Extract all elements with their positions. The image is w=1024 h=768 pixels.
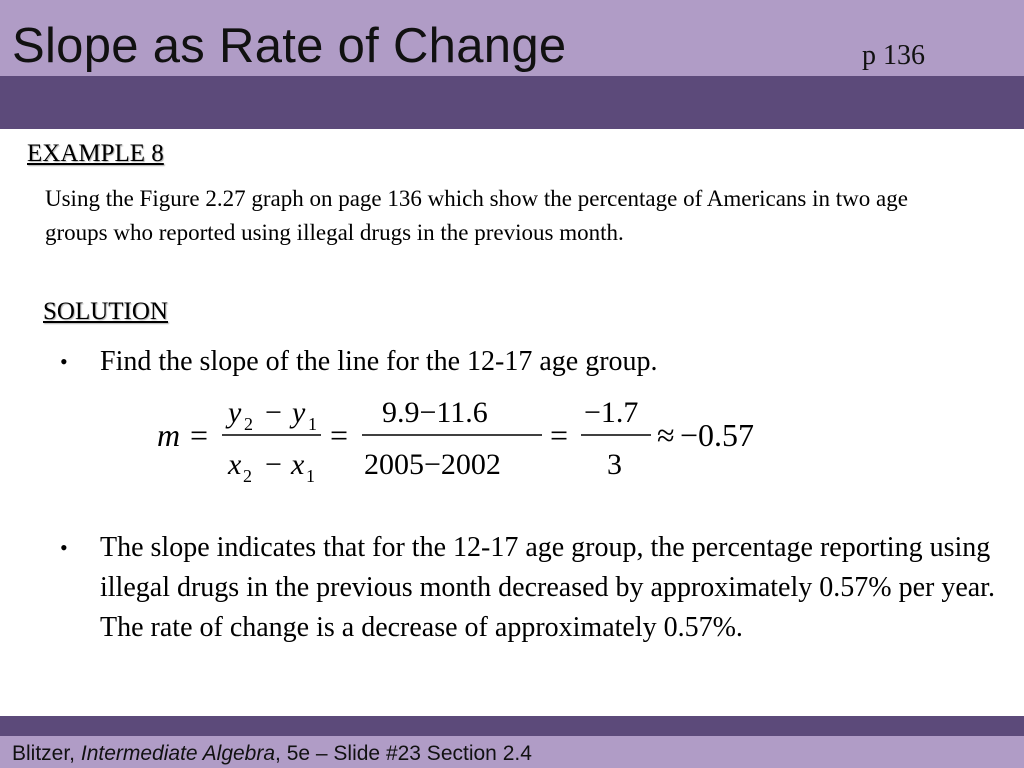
formula-eq-1: =	[190, 417, 208, 453]
formula-y1-sub: 1	[308, 414, 317, 434]
example-description: Using the Figure 2.27 graph on page 136 …	[45, 186, 908, 245]
formula-num-2: 9.9−11.6	[382, 396, 488, 429]
formula-eq-3: =	[550, 417, 568, 453]
formula-approx: ≈	[657, 417, 675, 453]
slope-formula: m = y 2 − y 1 x 2 − x 1 = 9.9−11.6 2005−…	[0, 388, 1024, 498]
bullet-text: Find the slope of the line for the 12-17…	[100, 346, 658, 377]
formula-x2-sub: 2	[243, 466, 252, 486]
footer-accent-band	[0, 716, 1024, 736]
formula-y2: y	[225, 396, 242, 429]
formula-x1-sub: 1	[306, 466, 315, 486]
slide-title: Slope as Rate of Change	[12, 19, 567, 73]
footer-citation: Blitzer, Intermediate Algebra, 5e – Slid…	[12, 741, 532, 767]
solution-heading: SOLUTION	[43, 298, 168, 325]
bullet-icon: •	[60, 535, 68, 560]
title-band	[0, 0, 1024, 76]
formula-result: −0.57	[680, 417, 754, 453]
formula-x2: x	[227, 448, 242, 481]
formula-x1: x	[290, 448, 305, 481]
formula-y2-sub: 2	[244, 414, 253, 434]
formula-eq-2: =	[330, 417, 348, 453]
page-reference: p 136	[862, 40, 925, 71]
example-heading: EXAMPLE 8	[27, 140, 164, 167]
footer-author: Blitzer,	[12, 742, 81, 765]
bullet-text: The slope indicates that for the 12-17 a…	[100, 532, 995, 643]
bullet-icon: •	[60, 349, 68, 374]
formula-den-3: 3	[607, 448, 622, 481]
bullet-item: • Find the slope of the line for the 12-…	[60, 342, 1000, 382]
footer-book-title: Intermediate Algebra	[80, 742, 276, 765]
footer-bar	[0, 736, 1024, 768]
formula-minus-top: −	[265, 396, 282, 429]
formula-y1: y	[289, 396, 306, 429]
footer-edition-slide: , 5e – Slide #23 Section 2.4	[275, 742, 532, 765]
formula-den-2: 2005−2002	[364, 448, 501, 481]
bullet-item: • The slope indicates that for the 12-17…	[60, 528, 1000, 688]
formula-minus-bottom: −	[265, 448, 282, 481]
formula-m: m	[157, 417, 180, 453]
title-accent-band	[0, 76, 1024, 129]
formula-num-3: −1.7	[584, 396, 638, 429]
